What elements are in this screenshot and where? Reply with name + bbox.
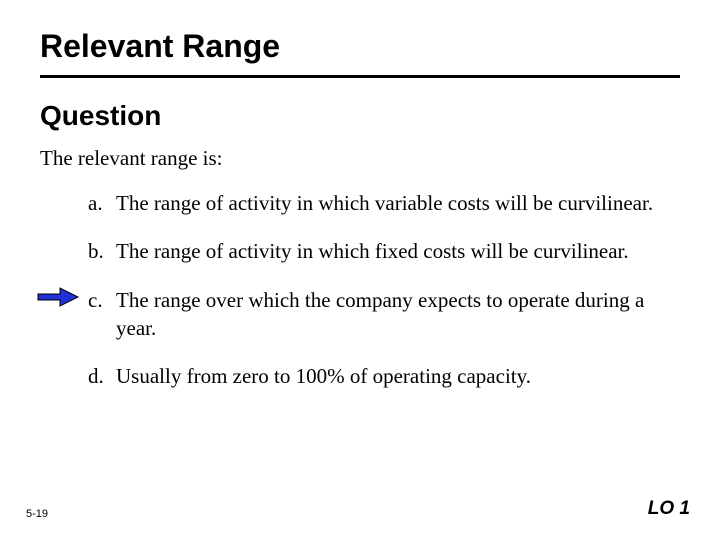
option-letter: b.: [88, 237, 104, 265]
option-a: a. The range of activity in which variab…: [88, 189, 680, 217]
option-letter: c.: [88, 286, 103, 314]
slide-number: 5-19: [26, 508, 48, 520]
slide: Relevant Range Question The relevant ran…: [0, 0, 720, 540]
options-list: a. The range of activity in which variab…: [40, 189, 680, 391]
option-text: The range of activity in which fixed cos…: [116, 239, 629, 263]
slide-title: Relevant Range: [40, 28, 680, 78]
option-text: The range of activity in which variable …: [116, 191, 653, 215]
learning-objective: LO 1: [648, 498, 690, 520]
question-stem: The relevant range is:: [40, 146, 680, 171]
option-text: The range over which the company expects…: [116, 288, 644, 340]
option-d: d. Usually from zero to 100% of operatin…: [88, 362, 680, 390]
option-text: Usually from zero to 100% of operating c…: [116, 364, 531, 388]
answer-arrow-icon: [36, 286, 80, 308]
option-letter: d.: [88, 362, 104, 390]
option-b: b. The range of activity in which fixed …: [88, 237, 680, 265]
question-heading: Question: [40, 100, 680, 132]
option-letter: a.: [88, 189, 103, 217]
arrow-shape: [38, 288, 78, 306]
option-c: c. The range over which the company expe…: [88, 286, 680, 343]
